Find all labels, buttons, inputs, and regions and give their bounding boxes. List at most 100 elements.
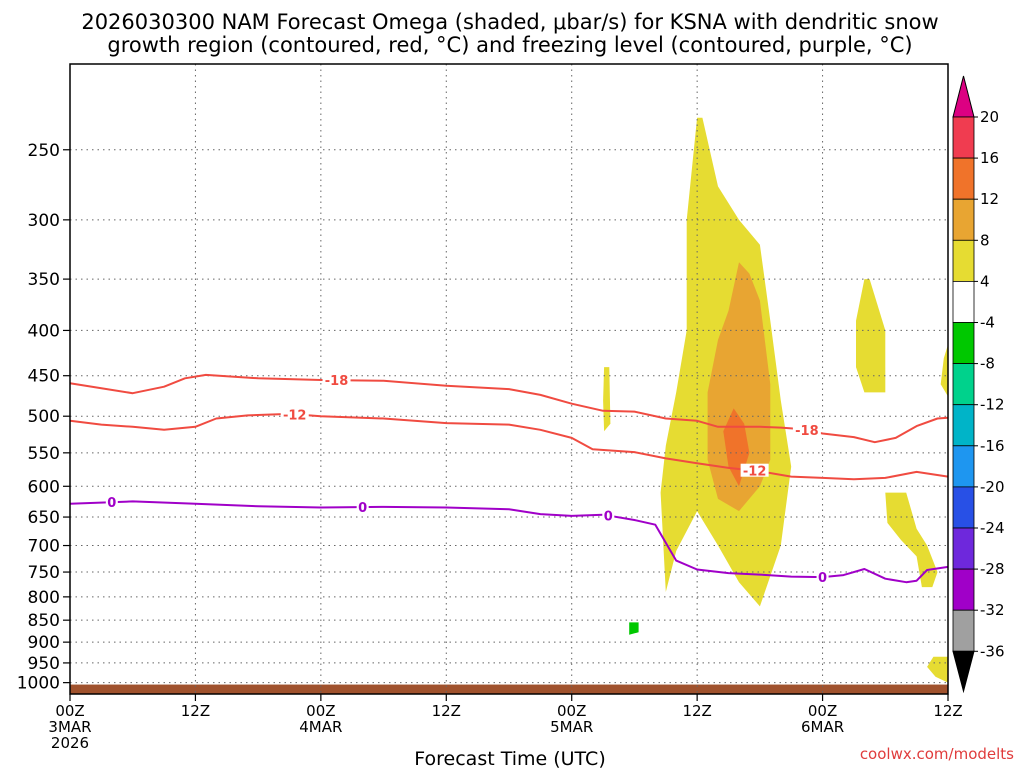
y-tick-label: 450 (28, 367, 60, 387)
colorbar-tick-label: 16 (980, 149, 999, 167)
colorbar-swatch (952, 404, 975, 447)
contour-label-bg (740, 463, 769, 477)
contour-label: -18 (795, 424, 819, 439)
colorbar: 20 16 12 8 4 -4 -8 -12 -16 -20 -24 -28 -32 -36 (952, 75, 1005, 694)
colorbar-tick-label: -12 (980, 396, 1005, 414)
terrain-fill (70, 684, 948, 694)
y-axis: 2503003504004505005506006507007508008509… (17, 141, 70, 694)
y-tick-label: 300 (28, 211, 60, 231)
y-tick-label: 900 (28, 633, 60, 653)
contour-line-0 (69, 373, 949, 444)
colorbar-swatch (952, 157, 975, 200)
colorbar-swatch (952, 116, 975, 159)
x-axis-label: Forecast Time (UTC) (414, 748, 605, 768)
omega-region-7 (927, 656, 948, 683)
colorbar-swatch (952, 322, 975, 364)
x-tick-label: 5MAR (550, 718, 593, 736)
contour-label: 0 (107, 496, 116, 511)
contour-label-bg (322, 373, 351, 387)
colorbar-tick-label: 8 (980, 231, 990, 249)
x-tick-label: 12Z (432, 702, 461, 720)
x-tick-label: 2026 (51, 734, 89, 752)
chart-title-line-2: growth region (contoured, red, °C) and f… (107, 33, 912, 57)
contour-label: -12 (283, 408, 307, 423)
y-tick-label: 1000 (17, 674, 60, 694)
colorbar-swatch (952, 445, 975, 488)
colorbar-swatch (952, 198, 975, 241)
contour-label-bg (602, 508, 615, 522)
grid-layer (70, 64, 948, 694)
y-tick-label: 650 (28, 508, 60, 528)
y-tick-label: 500 (28, 407, 60, 427)
contour-line-1 (69, 412, 949, 481)
colorbar-tick-label: 12 (980, 190, 999, 208)
x-tick-label: 00Z (306, 702, 335, 720)
contour-line-2 (69, 500, 949, 584)
colorbar-swatch (952, 280, 975, 323)
x-tick-label: 4MAR (299, 718, 342, 736)
colorbar-swatch (952, 609, 975, 652)
chart-title-line-1: 2026030300 NAM Forecast Omega (shaded, μ… (81, 10, 938, 34)
colorbar-tick-label: 4 (980, 272, 990, 290)
contour-label-layer: -18 -18 -12 -12 0 0 0 0 (105, 373, 829, 586)
omega-region-5 (885, 492, 938, 588)
x-tick-label: 00Z (557, 702, 586, 720)
y-tick-label: 750 (28, 563, 60, 583)
omega-region-8 (629, 622, 639, 635)
colorbar-tick-label: -8 (980, 355, 995, 373)
x-tick-label: 6MAR (801, 718, 844, 736)
x-tick-label: 3MAR (48, 718, 91, 736)
y-tick-label: 850 (28, 611, 60, 631)
contour-label: 0 (604, 510, 613, 525)
colorbar-swatch (952, 568, 975, 611)
y-tick-label: 550 (28, 444, 60, 464)
contour-layer (69, 373, 949, 584)
colorbar-tick-label: -16 (980, 437, 1005, 455)
contour-label-bg (105, 495, 118, 509)
contour-label: 0 (358, 501, 367, 516)
colorbar-swatch (952, 363, 975, 406)
x-tick-label: 12Z (682, 702, 711, 720)
contour-label: 0 (818, 571, 827, 586)
y-tick-label: 950 (28, 654, 60, 674)
colorbar-under-triangle (952, 650, 975, 694)
colorbar-tick-label: 20 (980, 108, 999, 126)
contour-label-bg (816, 570, 829, 584)
colorbar-tick-label: -24 (980, 519, 1005, 537)
y-tick-label: 400 (28, 321, 60, 341)
omega-region-3 (603, 367, 611, 432)
contour-label: -12 (743, 465, 767, 480)
y-tick-label: 700 (28, 537, 60, 557)
y-tick-label: 800 (28, 588, 60, 608)
colorbar-tick-label: -28 (980, 560, 1005, 578)
colorbar-swatch (952, 486, 975, 529)
plot-background (70, 64, 948, 694)
contour-label-bg (280, 407, 309, 421)
x-tick-label: 00Z (55, 702, 84, 720)
y-tick-label: 250 (28, 141, 60, 161)
credit-text: coolwx.com/modelts (860, 745, 1014, 763)
omega-region-6 (940, 344, 948, 397)
colorbar-tick-label: -20 (980, 478, 1005, 496)
x-tick-label: 12Z (181, 702, 210, 720)
colorbar-over-triangle (952, 75, 975, 118)
contour-label-bg (792, 423, 821, 437)
contour-label: -18 (325, 374, 349, 389)
omega-shading-layer (603, 117, 948, 683)
omega-region-4 (856, 279, 886, 393)
y-tick-label: 350 (28, 270, 60, 290)
colorbar-swatch (952, 239, 975, 282)
colorbar-tick-label: -4 (980, 314, 995, 332)
contour-label-bg (356, 500, 369, 514)
x-tick-label: 00Z (808, 702, 837, 720)
y-tick-label: 600 (28, 477, 60, 497)
colorbar-tick-label: -32 (980, 601, 1005, 619)
omega-region-1 (707, 262, 771, 512)
plot-frame (69, 63, 949, 695)
terrain-layer (70, 684, 948, 694)
colorbar-swatch (952, 527, 975, 570)
colorbar-tick-label: -36 (980, 642, 1005, 660)
x-tick-label: 12Z (933, 702, 962, 720)
